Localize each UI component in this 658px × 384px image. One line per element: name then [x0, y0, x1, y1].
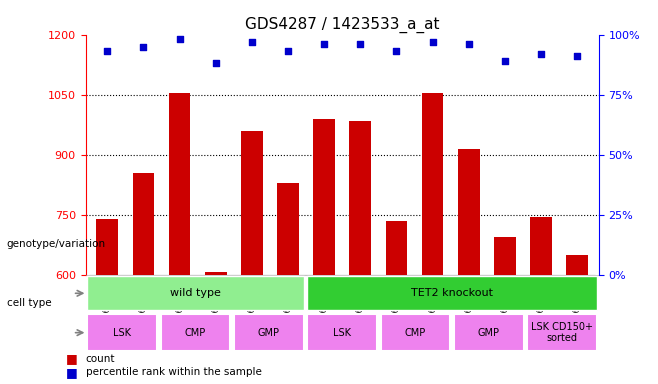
Bar: [241, 131, 263, 384]
Point: [102, 48, 113, 55]
Bar: [168, 93, 190, 384]
Bar: [313, 119, 335, 384]
Point: [427, 39, 438, 45]
Bar: [205, 272, 226, 384]
Point: [499, 58, 510, 64]
Bar: [349, 121, 371, 384]
Bar: [422, 93, 443, 384]
Text: GMP: GMP: [258, 328, 280, 338]
Point: [174, 36, 185, 42]
Title: GDS4287 / 1423533_a_at: GDS4287 / 1423533_a_at: [245, 17, 440, 33]
FancyBboxPatch shape: [527, 314, 597, 351]
FancyBboxPatch shape: [88, 314, 157, 351]
Text: genotype/variation: genotype/variation: [7, 239, 106, 249]
Bar: [494, 237, 516, 384]
Point: [319, 41, 330, 47]
Text: LSK: LSK: [113, 328, 131, 338]
FancyBboxPatch shape: [307, 314, 377, 351]
FancyBboxPatch shape: [161, 314, 230, 351]
Text: LSK: LSK: [333, 328, 351, 338]
Point: [247, 39, 257, 45]
FancyBboxPatch shape: [234, 314, 303, 351]
Point: [283, 48, 293, 55]
Text: wild type: wild type: [170, 288, 221, 298]
Text: CMP: CMP: [185, 328, 206, 338]
FancyBboxPatch shape: [454, 314, 524, 351]
Bar: [567, 255, 588, 384]
Bar: [277, 182, 299, 384]
Text: ■: ■: [66, 353, 78, 366]
FancyBboxPatch shape: [307, 276, 597, 310]
FancyBboxPatch shape: [380, 314, 450, 351]
Point: [463, 41, 474, 47]
Bar: [96, 218, 118, 384]
Text: CMP: CMP: [405, 328, 426, 338]
Bar: [530, 217, 552, 384]
Text: TET2 knockout: TET2 knockout: [411, 288, 493, 298]
Point: [138, 43, 149, 50]
Text: LSK CD150+
sorted: LSK CD150+ sorted: [531, 322, 593, 343]
Point: [391, 48, 401, 55]
Bar: [132, 172, 154, 384]
Point: [536, 51, 546, 57]
FancyBboxPatch shape: [88, 276, 303, 310]
Text: ■: ■: [66, 366, 78, 379]
Point: [355, 41, 365, 47]
Text: percentile rank within the sample: percentile rank within the sample: [86, 367, 261, 377]
Point: [211, 60, 221, 66]
Text: count: count: [86, 354, 115, 364]
Bar: [386, 220, 407, 384]
Bar: [458, 149, 480, 384]
Text: GMP: GMP: [478, 328, 500, 338]
Text: cell type: cell type: [7, 298, 51, 308]
Point: [572, 53, 582, 59]
